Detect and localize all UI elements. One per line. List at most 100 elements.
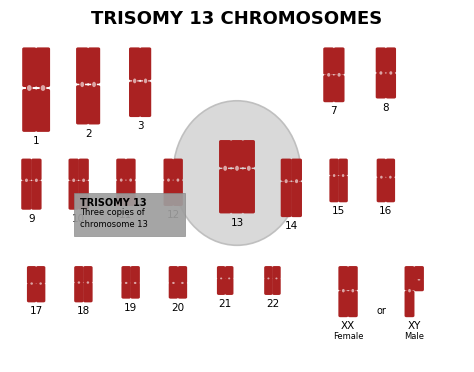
FancyBboxPatch shape	[78, 180, 89, 210]
FancyBboxPatch shape	[386, 158, 395, 177]
FancyBboxPatch shape	[91, 82, 97, 87]
Ellipse shape	[223, 166, 227, 171]
Ellipse shape	[30, 282, 33, 285]
Text: 11: 11	[119, 210, 133, 220]
Ellipse shape	[25, 179, 28, 182]
Ellipse shape	[389, 71, 392, 75]
FancyBboxPatch shape	[329, 175, 339, 202]
FancyBboxPatch shape	[176, 178, 180, 182]
FancyBboxPatch shape	[88, 85, 100, 125]
Text: or: or	[376, 307, 386, 317]
FancyBboxPatch shape	[341, 289, 346, 292]
FancyBboxPatch shape	[132, 78, 137, 83]
FancyBboxPatch shape	[173, 158, 183, 180]
FancyBboxPatch shape	[264, 278, 273, 295]
Ellipse shape	[275, 278, 277, 279]
Ellipse shape	[380, 176, 383, 179]
FancyBboxPatch shape	[169, 266, 178, 283]
Ellipse shape	[181, 282, 184, 284]
FancyBboxPatch shape	[169, 282, 178, 299]
FancyBboxPatch shape	[173, 180, 183, 206]
FancyBboxPatch shape	[246, 166, 252, 171]
FancyBboxPatch shape	[172, 282, 175, 284]
FancyBboxPatch shape	[386, 73, 396, 99]
FancyBboxPatch shape	[126, 158, 136, 180]
FancyBboxPatch shape	[417, 279, 421, 281]
FancyBboxPatch shape	[36, 266, 46, 284]
FancyBboxPatch shape	[225, 266, 234, 279]
Text: 15: 15	[332, 206, 345, 217]
Ellipse shape	[379, 71, 383, 75]
Ellipse shape	[389, 176, 392, 179]
FancyBboxPatch shape	[166, 178, 171, 182]
FancyBboxPatch shape	[29, 282, 34, 285]
Text: 1: 1	[33, 136, 39, 146]
FancyBboxPatch shape	[234, 166, 240, 171]
Ellipse shape	[125, 282, 128, 284]
FancyBboxPatch shape	[36, 283, 46, 302]
FancyBboxPatch shape	[291, 182, 302, 217]
FancyBboxPatch shape	[219, 277, 223, 280]
FancyBboxPatch shape	[281, 158, 292, 181]
Text: 2: 2	[85, 129, 91, 138]
FancyBboxPatch shape	[326, 73, 331, 77]
FancyBboxPatch shape	[83, 282, 92, 302]
FancyBboxPatch shape	[338, 291, 348, 317]
FancyBboxPatch shape	[21, 180, 32, 210]
Ellipse shape	[333, 174, 336, 177]
FancyBboxPatch shape	[231, 169, 243, 214]
FancyBboxPatch shape	[272, 278, 281, 295]
FancyBboxPatch shape	[38, 282, 43, 285]
Ellipse shape	[39, 282, 42, 285]
FancyBboxPatch shape	[338, 158, 348, 176]
FancyBboxPatch shape	[281, 182, 292, 217]
FancyBboxPatch shape	[377, 158, 386, 177]
FancyBboxPatch shape	[34, 179, 39, 182]
FancyBboxPatch shape	[243, 140, 255, 168]
Ellipse shape	[129, 179, 132, 182]
FancyBboxPatch shape	[404, 291, 414, 317]
FancyBboxPatch shape	[376, 73, 386, 99]
FancyBboxPatch shape	[140, 81, 151, 117]
Ellipse shape	[78, 281, 80, 284]
Text: 20: 20	[172, 303, 184, 313]
FancyBboxPatch shape	[74, 282, 83, 302]
FancyBboxPatch shape	[82, 179, 86, 182]
Text: 21: 21	[219, 299, 232, 309]
Ellipse shape	[173, 101, 301, 245]
FancyBboxPatch shape	[388, 176, 392, 179]
FancyBboxPatch shape	[74, 193, 185, 236]
Ellipse shape	[92, 82, 96, 87]
FancyBboxPatch shape	[323, 75, 334, 102]
FancyBboxPatch shape	[77, 281, 81, 284]
FancyBboxPatch shape	[140, 47, 151, 80]
FancyBboxPatch shape	[217, 266, 226, 279]
Text: 14: 14	[285, 221, 298, 231]
FancyBboxPatch shape	[78, 158, 89, 180]
FancyBboxPatch shape	[36, 47, 50, 87]
FancyBboxPatch shape	[83, 266, 92, 283]
FancyBboxPatch shape	[337, 73, 341, 77]
FancyBboxPatch shape	[264, 266, 273, 279]
FancyBboxPatch shape	[291, 158, 302, 181]
Ellipse shape	[41, 85, 46, 91]
Ellipse shape	[220, 278, 222, 279]
Text: 7: 7	[330, 106, 337, 116]
FancyBboxPatch shape	[74, 266, 83, 283]
FancyBboxPatch shape	[164, 158, 173, 180]
Ellipse shape	[134, 282, 137, 284]
FancyBboxPatch shape	[88, 47, 100, 84]
FancyBboxPatch shape	[69, 180, 79, 210]
FancyBboxPatch shape	[76, 47, 88, 84]
Text: Male: Male	[404, 332, 424, 341]
Ellipse shape	[228, 278, 230, 279]
Ellipse shape	[327, 73, 330, 77]
FancyBboxPatch shape	[143, 78, 148, 83]
FancyBboxPatch shape	[164, 180, 173, 206]
Ellipse shape	[337, 73, 341, 77]
FancyBboxPatch shape	[386, 177, 395, 202]
Text: TRISOMY 13: TRISOMY 13	[80, 198, 146, 208]
FancyBboxPatch shape	[348, 291, 358, 317]
Ellipse shape	[295, 179, 298, 183]
FancyBboxPatch shape	[272, 266, 281, 279]
